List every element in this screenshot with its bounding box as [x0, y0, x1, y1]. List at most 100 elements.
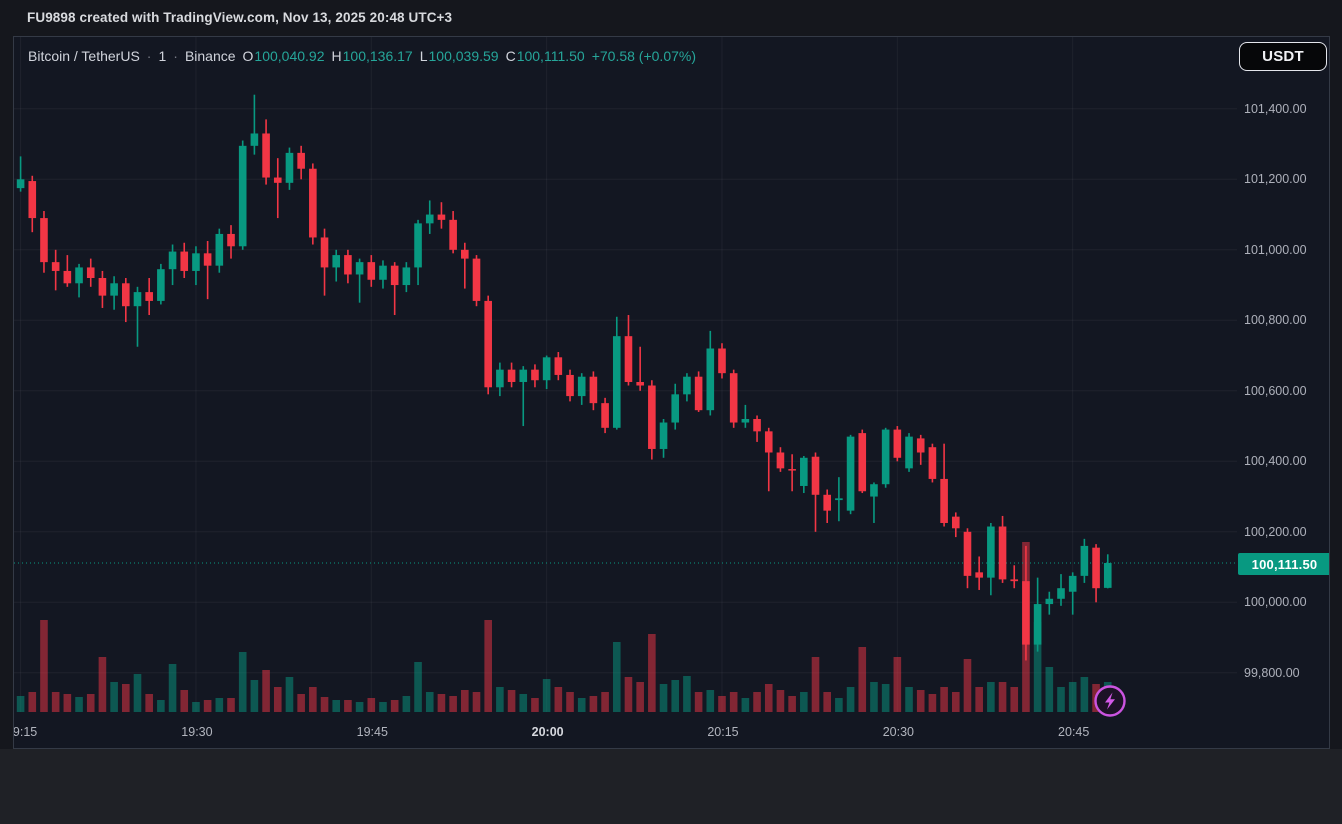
- volume-bar: [75, 697, 83, 712]
- volume-bar: [905, 687, 913, 712]
- candle-body: [823, 494, 831, 511]
- candle-body: [507, 369, 516, 382]
- candle-wick: [522, 366, 525, 427]
- volume-bar: [881, 684, 890, 712]
- candle-body: [554, 357, 563, 375]
- volume-bar: [484, 620, 492, 712]
- candle-body: [1033, 604, 1042, 645]
- candle-body: [402, 267, 411, 286]
- volume-bar: [507, 690, 516, 712]
- time-tick-label: 20:15: [707, 725, 739, 739]
- footer: TradingView: [0, 749, 1342, 824]
- candle-wick: [767, 427, 770, 492]
- candle-body: [659, 422, 668, 449]
- ohlc-open: O 100,040.92: [242, 48, 325, 64]
- candle-body: [203, 253, 212, 266]
- volume-bar: [1045, 667, 1054, 712]
- volume-bar: [940, 687, 948, 712]
- volume-bar: [683, 676, 691, 712]
- candle-body: [344, 255, 352, 275]
- ohlc-close: C 100,111.50: [505, 48, 585, 64]
- candle-body: [379, 265, 387, 280]
- chart-canvas[interactable]: [13, 36, 1330, 749]
- top-bar: FU9898 created with TradingView.com, Nov…: [0, 0, 1342, 36]
- price-tick-label: 99,800.00: [1244, 665, 1300, 680]
- candle-body: [472, 258, 481, 301]
- candle-body: [601, 403, 609, 428]
- candle-wick: [744, 404, 747, 428]
- candle-body: [788, 469, 796, 471]
- volume-bar: [461, 690, 469, 712]
- candle-body: [449, 219, 457, 250]
- volume-bar: [250, 680, 259, 712]
- candle-body: [496, 369, 504, 388]
- candle-body: [835, 498, 843, 501]
- chart-pane[interactable]: Bitcoin / TetherUS · 1 · Binance O 100,04…: [13, 36, 1330, 749]
- volume-bar: [636, 682, 644, 712]
- volume-bar: [449, 696, 457, 712]
- volume-bar: [753, 692, 761, 712]
- time-tick-label: 19:15: [13, 725, 38, 739]
- volume-bar: [870, 682, 878, 712]
- candle-body: [1057, 588, 1065, 599]
- candle-body: [987, 526, 995, 578]
- candle-body: [1068, 575, 1077, 592]
- candle-body: [683, 376, 691, 395]
- volume-bar: [823, 692, 831, 712]
- candle-body: [227, 233, 235, 247]
- volume-bar: [437, 694, 446, 712]
- volume-bar: [215, 698, 224, 712]
- currency-toggle-button[interactable]: USDT: [1239, 42, 1327, 71]
- exchange-label[interactable]: Binance: [184, 48, 236, 64]
- volume-bar: [893, 657, 902, 712]
- candle-body: [40, 218, 48, 263]
- volume-bar: [262, 670, 270, 712]
- volume-bar: [1080, 677, 1089, 712]
- candle-body: [1010, 579, 1019, 582]
- interval-label[interactable]: 1: [158, 48, 167, 64]
- candle-body: [484, 300, 492, 388]
- volume-bar: [379, 702, 387, 712]
- legend-separator: ·: [173, 48, 178, 64]
- candle-body: [16, 179, 25, 189]
- candle-body: [1092, 547, 1100, 589]
- volume-bar: [98, 657, 107, 712]
- candle-body: [122, 283, 130, 307]
- candle-body: [694, 376, 703, 411]
- candle-body: [870, 484, 878, 497]
- candle-body: [168, 251, 177, 270]
- candle-body: [800, 457, 808, 486]
- candle-body: [531, 369, 539, 381]
- candle-body: [1080, 545, 1089, 576]
- volume-bar: [987, 682, 995, 712]
- candle-body: [963, 531, 972, 576]
- candle-body: [975, 572, 983, 578]
- volume-bar: [145, 694, 153, 712]
- candle-body: [648, 385, 656, 449]
- volume-bar: [858, 647, 867, 712]
- volume-bar: [729, 692, 738, 712]
- volume-bar: [133, 674, 142, 712]
- candle-body: [309, 168, 317, 238]
- candle-body: [98, 278, 107, 296]
- flash-icon[interactable]: [1093, 684, 1127, 718]
- volume-bar: [741, 698, 750, 712]
- volume-bar: [168, 664, 177, 712]
- symbol-name[interactable]: Bitcoin / TetherUS: [28, 48, 140, 64]
- volume-bar: [367, 698, 376, 712]
- volume-bar: [355, 702, 364, 712]
- candle-body: [367, 262, 376, 280]
- volume-bar: [496, 687, 504, 712]
- candle-body: [776, 452, 785, 469]
- volume-bar: [776, 690, 785, 712]
- volume-bar: [110, 682, 118, 712]
- volume-bar: [694, 692, 703, 712]
- candle-body: [636, 381, 644, 386]
- candle-wick: [791, 454, 793, 492]
- volume-bar: [192, 702, 200, 712]
- candle-body: [753, 419, 761, 432]
- candle-body: [706, 348, 715, 411]
- last-price-badge[interactable]: 100,111.50: [1238, 553, 1329, 575]
- time-tick-label: 20:30: [882, 725, 914, 739]
- candle-wick: [1071, 572, 1074, 615]
